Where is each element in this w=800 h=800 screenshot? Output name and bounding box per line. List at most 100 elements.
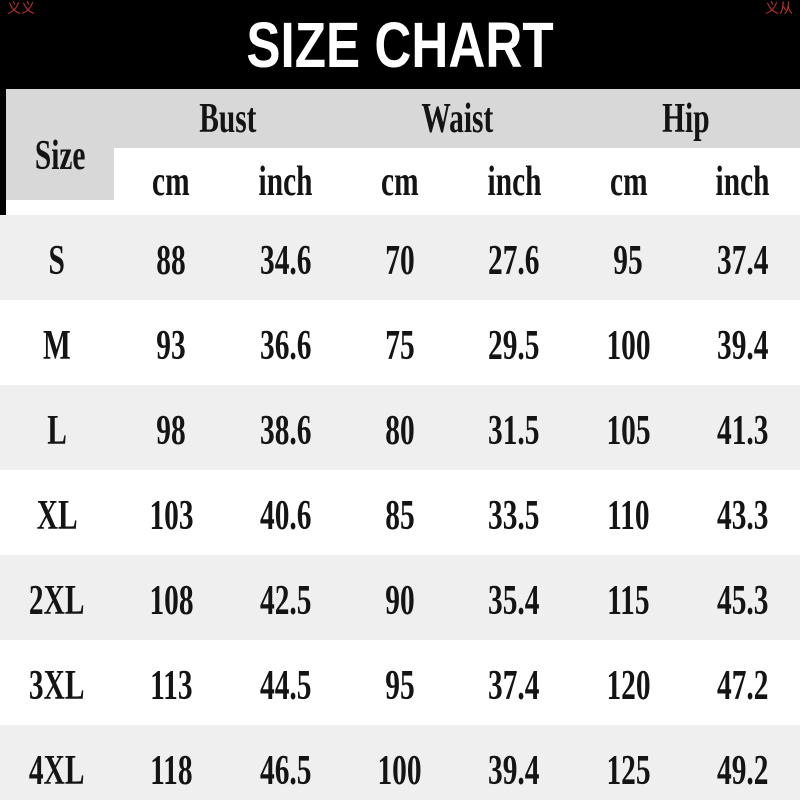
value-cell: 45.3	[686, 555, 800, 640]
watermark-left: 义义	[7, 1, 35, 17]
table-header-groups: Bust Waist Hip	[0, 89, 800, 148]
group-header-waist: Waist	[343, 89, 572, 148]
size-cell: 3XL	[0, 640, 114, 725]
cell-text: 113	[149, 662, 193, 709]
value-cell: 70	[343, 215, 457, 300]
cell-text: 125	[606, 747, 651, 794]
size-cell: 2XL	[0, 555, 114, 640]
table-row: 2XL 108 42.5 90 35.4 115 45.3	[0, 555, 800, 640]
value-cell: 35.4	[457, 555, 571, 640]
value-cell: 118	[114, 725, 228, 800]
cell-text: 27.6	[488, 237, 540, 284]
value-cell: 36.6	[228, 300, 342, 385]
cell-text: 29.5	[488, 322, 540, 369]
unit-header-hip-inch: inch	[686, 148, 800, 215]
title-banner: 义义 SIZE CHART 义从	[0, 0, 800, 89]
cell-text: S	[48, 237, 66, 284]
value-cell: 34.6	[228, 215, 342, 300]
cell-text: 115	[607, 577, 650, 624]
group-header-bust: Bust	[114, 89, 343, 148]
cell-text: 36.6	[259, 322, 312, 369]
value-cell: 110	[571, 470, 685, 555]
size-cell: L	[0, 385, 114, 470]
cell-text: 80	[385, 407, 415, 454]
cell-text: 95	[385, 662, 415, 709]
cell-text: 43.3	[717, 492, 769, 539]
cell-text: 37.4	[717, 237, 769, 284]
cell-text: 33.5	[488, 492, 540, 539]
cell-text: 110	[607, 492, 650, 539]
cell-text: 103	[149, 492, 194, 539]
table-row: 4XL 118 46.5 100 39.4 125 49.2	[0, 725, 800, 800]
value-cell: 49.2	[686, 725, 800, 800]
cell-text: 35.4	[488, 577, 540, 624]
size-cell: XL	[0, 470, 114, 555]
table-row: M 93 36.6 75 29.5 100 39.4	[0, 300, 800, 385]
value-cell: 27.6	[457, 215, 571, 300]
cell-text: 44.5	[259, 662, 312, 709]
cell-text: L	[47, 407, 67, 454]
cell-text: 105	[606, 407, 651, 454]
cell-text: 85	[385, 492, 415, 539]
value-cell: 42.5	[228, 555, 342, 640]
value-cell: 44.5	[228, 640, 342, 725]
cell-text: XL	[36, 492, 78, 539]
value-cell: 103	[114, 470, 228, 555]
cell-text: 37.4	[488, 662, 540, 709]
value-cell: 100	[343, 725, 457, 800]
table-row: S 88 34.6 70 27.6 95 37.4	[0, 215, 800, 300]
cell-text: 49.2	[717, 747, 769, 794]
value-cell: 31.5	[457, 385, 571, 470]
value-cell: 37.4	[686, 215, 800, 300]
cell-text: 95	[613, 237, 644, 284]
value-cell: 80	[343, 385, 457, 470]
value-cell: 29.5	[457, 300, 571, 385]
cell-text: 31.5	[488, 407, 540, 454]
size-cell: 4XL	[0, 725, 114, 800]
table-row: 3XL 113 44.5 95 37.4 120 47.2	[0, 640, 800, 725]
cell-text: 47.2	[717, 662, 769, 709]
value-cell: 37.4	[457, 640, 571, 725]
value-cell: 38.6	[228, 385, 342, 470]
cell-text: 118	[149, 747, 193, 794]
table-body: S 88 34.6 70 27.6 95 37.4 M 93 36.6 75 29.5 100 39.4 L…	[0, 215, 800, 800]
value-cell: 40.6	[228, 470, 342, 555]
cell-text: 88	[156, 237, 186, 284]
cell-text: 41.3	[717, 407, 769, 454]
size-cell: M	[0, 300, 114, 385]
unit-header-label: cm	[381, 158, 419, 205]
value-cell: 85	[343, 470, 457, 555]
cell-text: 70	[385, 237, 415, 284]
value-cell: 39.4	[686, 300, 800, 385]
page-title: SIZE CHART	[246, 8, 554, 81]
value-cell: 98	[114, 385, 228, 470]
cell-text: 38.6	[259, 407, 312, 454]
value-cell: 46.5	[228, 725, 342, 800]
value-cell: 88	[114, 215, 228, 300]
unit-header-waist-inch: inch	[457, 148, 571, 215]
group-header-label: Hip	[661, 95, 710, 142]
value-cell: 125	[571, 725, 685, 800]
watermark-right: 义从	[765, 1, 793, 17]
cell-text: M	[43, 322, 71, 369]
table-row: XL 103 40.6 85 33.5 110 43.3	[0, 470, 800, 555]
cell-text: 39.4	[488, 747, 540, 794]
value-cell: 95	[571, 215, 685, 300]
unit-header-label: cm	[152, 158, 190, 205]
cell-text: 42.5	[259, 577, 312, 624]
cell-text: 46.5	[259, 747, 312, 794]
cell-text: 100	[606, 322, 651, 369]
value-cell: 95	[343, 640, 457, 725]
cell-text: 75	[385, 322, 415, 369]
unit-header-label: cm	[609, 158, 648, 205]
value-cell: 90	[343, 555, 457, 640]
cell-text: 93	[156, 322, 186, 369]
size-column-header-label: Size	[34, 132, 86, 179]
unit-header-bust-cm: cm	[114, 148, 228, 215]
group-header-label: Waist	[421, 95, 493, 142]
group-header-label: Bust	[199, 95, 257, 142]
value-cell: 33.5	[457, 470, 571, 555]
value-cell: 113	[114, 640, 228, 725]
cell-text: 3XL	[29, 662, 85, 709]
